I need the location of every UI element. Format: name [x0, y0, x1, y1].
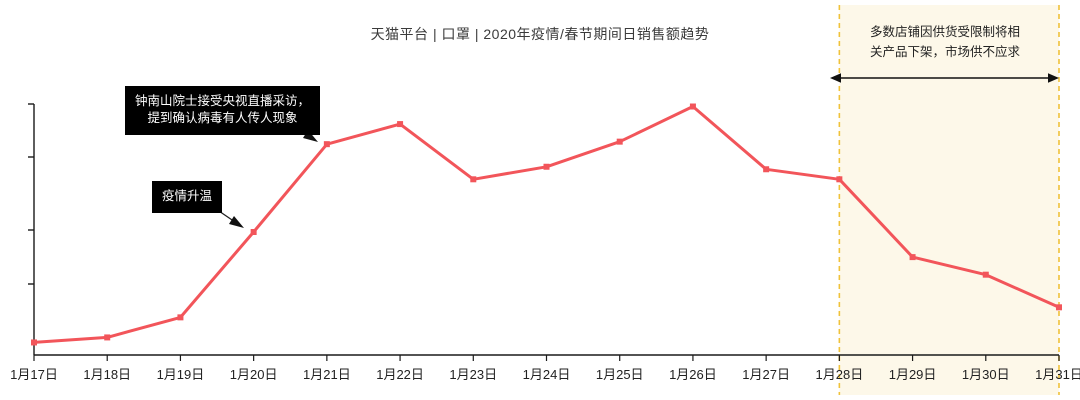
data-point-marker[interactable] [616, 138, 623, 145]
x-axis-tick-label: 1月18日 [83, 367, 131, 382]
data-point-marker[interactable] [470, 176, 477, 183]
x-axis-labels: 1月17日 1月18日 1月19日 1月20日 1月21日 1月22日 1月23日 1月24日… [10, 367, 1080, 382]
x-axis-tick-label: 1月23日 [449, 367, 497, 382]
x-axis-tick-label: 1月28日 [816, 367, 864, 382]
x-axis-tick-label: 1月27日 [742, 367, 790, 382]
region-span-arrow [830, 73, 1059, 83]
data-point-marker[interactable] [177, 314, 184, 321]
data-point-marker[interactable] [397, 121, 404, 128]
data-point-marker[interactable] [250, 229, 257, 236]
x-axis-tick-label: 1月21日 [303, 367, 351, 382]
x-axis-tick-label: 1月25日 [596, 367, 644, 382]
annotation-label-zhongnanshan: 钟南山院士接受央视直播采访， 提到确认病毒有人传人现象 [125, 86, 321, 135]
data-point-marker[interactable] [909, 254, 916, 261]
highlight-region-fill [839, 5, 1059, 395]
data-point-marker[interactable] [1056, 304, 1062, 311]
data-point-marker[interactable] [763, 166, 770, 173]
x-axis-tick-label: 1月30日 [962, 367, 1010, 382]
annotation-label-outbreak-rising: 疫情升温 [152, 181, 223, 213]
x-axis-tick-label: 1月19日 [157, 367, 205, 382]
y-axis-ticks [28, 103, 34, 285]
x-axis-tick-label: 1月31日 [1035, 367, 1080, 382]
series-data-points [31, 103, 1062, 346]
x-axis-tick-label: 1月29日 [889, 367, 937, 382]
x-axis-tick-label: 1月22日 [376, 367, 424, 382]
data-point-marker[interactable] [689, 103, 696, 110]
x-axis-ticks [33, 355, 1060, 361]
data-point-marker[interactable] [323, 141, 330, 148]
data-point-marker[interactable] [31, 339, 37, 346]
highlight-region-note: 多数店铺因供货受限制将相 关产品下架，市场供不应求 [869, 25, 1020, 59]
data-point-marker[interactable] [543, 163, 550, 170]
x-axis-tick-label: 1月26日 [669, 367, 717, 382]
data-point-marker[interactable] [982, 271, 989, 278]
x-axis-tick-label: 1月17日 [10, 367, 58, 382]
x-axis-tick-label: 1月24日 [523, 367, 571, 382]
data-point-marker[interactable] [104, 334, 111, 341]
chart-title: 天猫平台 | 口罩 | 2020年疫情/春节期间日销售额趋势 [370, 26, 710, 42]
data-point-marker[interactable] [836, 176, 843, 183]
x-axis-tick-label: 1月20日 [230, 367, 278, 382]
